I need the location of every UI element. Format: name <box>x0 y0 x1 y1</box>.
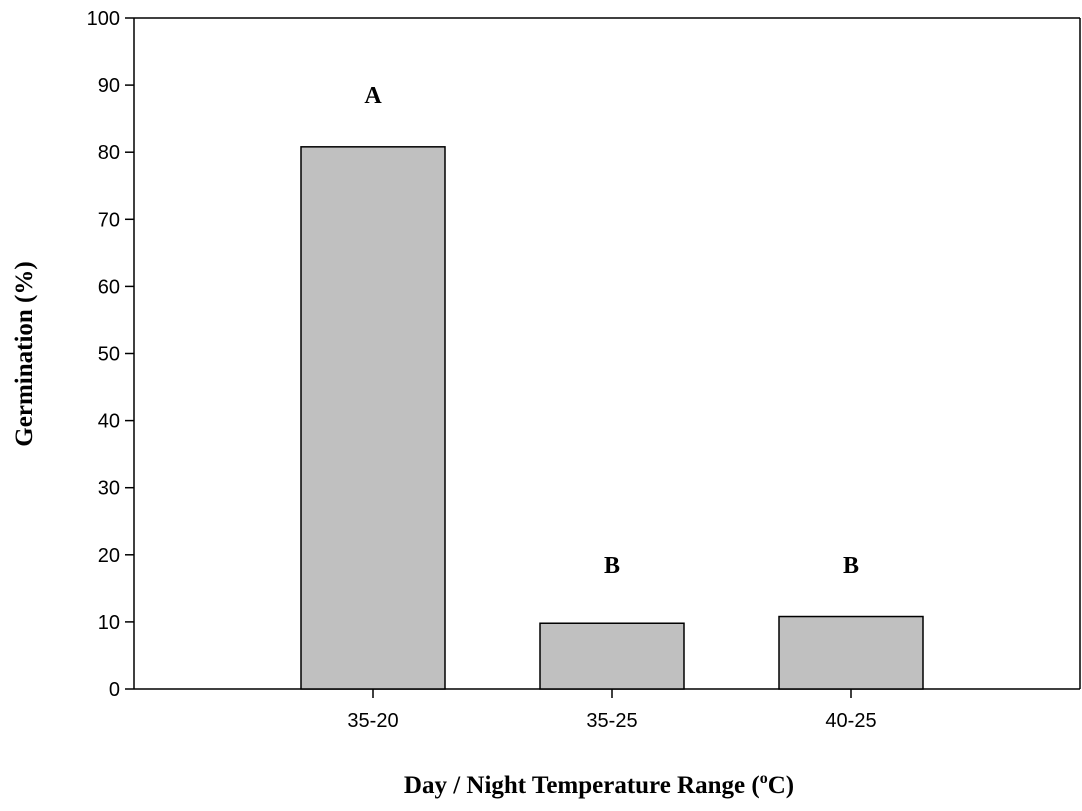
x-tick-label-40-25: 40-25 <box>825 710 876 732</box>
x-axis-title-end: C) <box>768 772 794 799</box>
y-tick-label-40: 40 <box>98 411 120 433</box>
y-tick-label-10: 10 <box>98 612 120 634</box>
y-tick-label-70: 70 <box>98 209 120 231</box>
plot-area: 0 10 20 30 40 50 60 70 80 90 100 35-20 A 35-25 B 40-25 B <box>87 8 1081 732</box>
y-tick-label-0: 0 <box>109 679 120 701</box>
bar-35-20 <box>300 146 446 690</box>
y-tick-label-100: 100 <box>87 8 120 30</box>
y-tick-label-90: 90 <box>98 75 120 97</box>
significance-letter-35-25: B <box>604 553 620 579</box>
y-tick-label-60: 60 <box>98 276 120 298</box>
x-tick-label-35-20: 35-20 <box>347 710 398 732</box>
y-tick-label-80: 80 <box>98 142 120 164</box>
y-tick-label-20: 20 <box>98 545 120 567</box>
y-tick-label-50: 50 <box>98 344 120 366</box>
x-axis-title-main: Day / Night Temperature Range ( <box>404 772 760 799</box>
y-tick-label-30: 30 <box>98 478 120 500</box>
x-tick-label-35-25: 35-25 <box>586 710 637 732</box>
x-axis-title-superscript: o <box>760 770 768 787</box>
significance-letter-40-25: B <box>843 553 859 579</box>
x-axis-title: Day / Night Temperature Range (oC) <box>404 770 794 799</box>
bar-35-25 <box>539 622 685 690</box>
significance-letter-35-20: A <box>364 83 382 109</box>
bar-40-25 <box>778 615 924 690</box>
y-axis-title: Germination (%) <box>11 261 38 446</box>
